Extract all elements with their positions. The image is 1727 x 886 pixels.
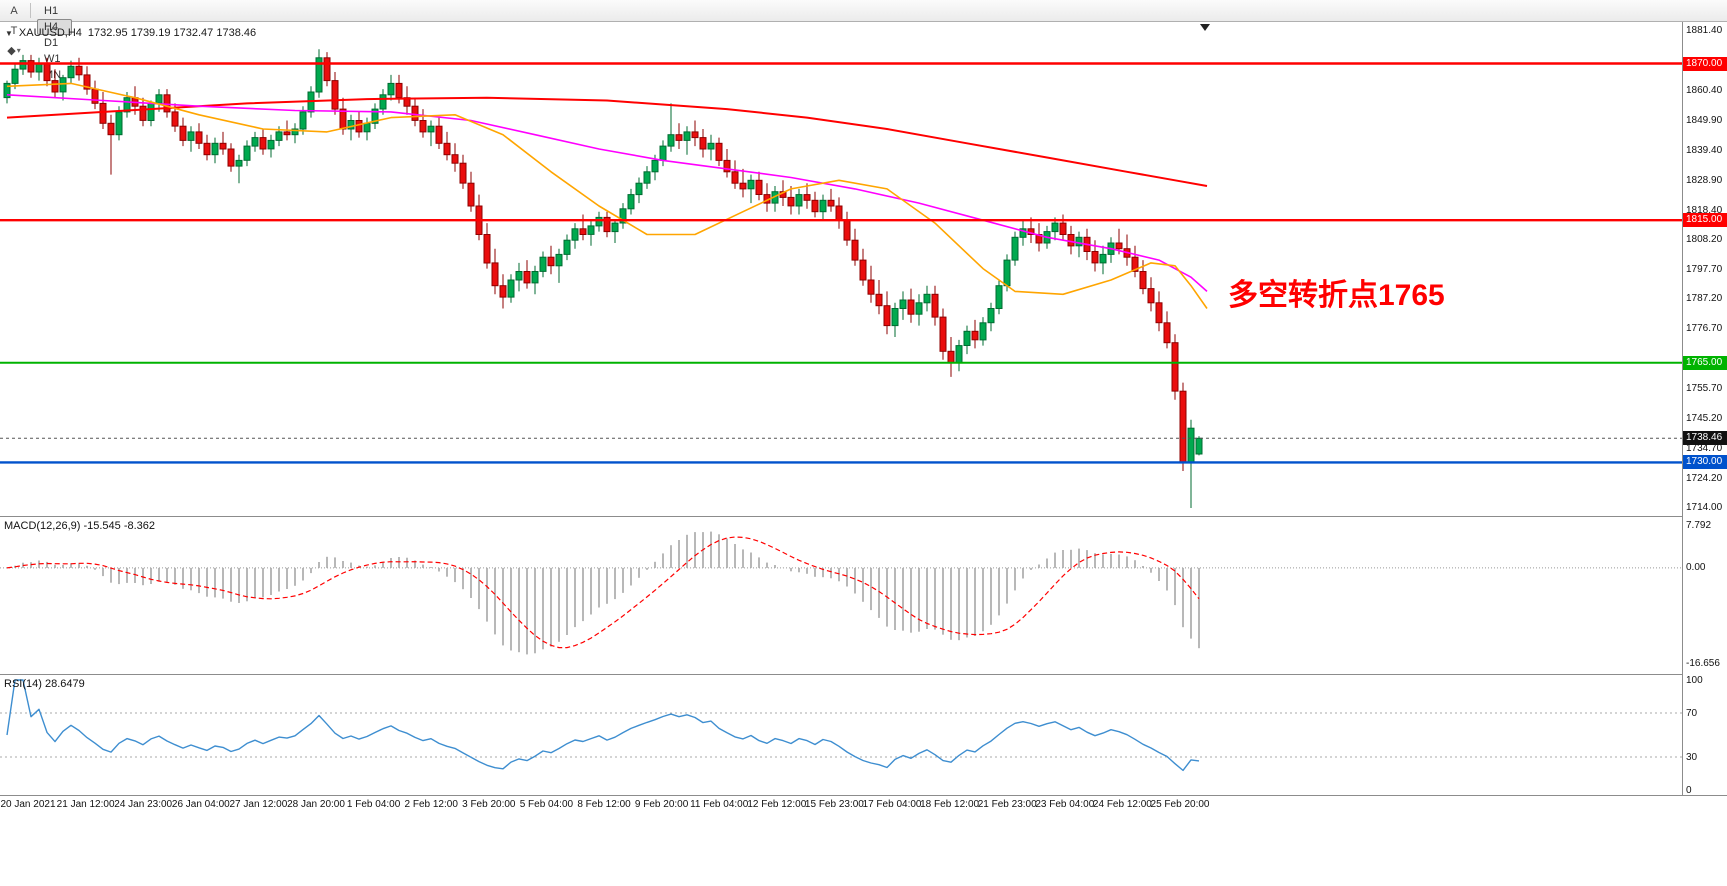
time-label: 5 Feb 04:00 (519, 799, 574, 810)
timeframe-button-w1[interactable]: W1 (44, 52, 61, 65)
time-label: 21 Feb 23:00 (977, 799, 1037, 810)
price-tick: 1776.70 (1686, 323, 1723, 335)
price-tick: 1818.40 (1686, 204, 1723, 216)
price-tick: 1881.40 (1686, 25, 1723, 36)
time-label: 28 Jan 20:00 (287, 799, 345, 810)
price-tick: 1808.20 (1686, 233, 1723, 245)
chevron-down-icon: ▾ (16, 46, 21, 55)
rsi-tick-0: 0 (1686, 785, 1692, 796)
time-label: 20 Jan 2021 (0, 799, 56, 810)
last-price-badge: 1738.46 (1683, 431, 1727, 446)
symbol-title: XAUUSD,H4 (18, 27, 82, 39)
rsi-line (6, 679, 1200, 772)
timeframe-button-h4[interactable]: H4 (37, 18, 73, 35)
macd-max-tick: 7.792 (1686, 520, 1712, 531)
time-label: 21 Jan 12:00 (56, 799, 115, 810)
rsi-timeaxis-divider (0, 795, 1727, 796)
time-label: 3 Feb 20:00 (462, 799, 516, 810)
time-label: 1 Feb 04:00 (346, 799, 401, 810)
ma-fast-orange-line (6, 82, 1208, 309)
macd-label: MACD(12,26,9) -15.545 -8.362 (4, 520, 156, 532)
symbol-label: ▼ XAUUSD,H4 1732.95 1739.19 1732.47 1738… (5, 27, 256, 39)
price-tick: 1724.20 (1686, 472, 1723, 484)
macd-rsi-divider[interactable] (0, 674, 1727, 675)
price-badge-1765.00: 1765.00 (1683, 355, 1727, 370)
rsi-label: RSI(14) 28.6479 (4, 678, 85, 690)
time-label: 12 Feb 12:00 (747, 799, 807, 810)
macd-signal-line (6, 536, 1200, 649)
timeframe-button-h1[interactable]: H1 (44, 4, 59, 17)
time-label: 8 Feb 12:00 (577, 799, 631, 810)
price-tick: 1755.70 (1686, 383, 1723, 395)
macd-zero-tick: 0.00 (1686, 561, 1706, 573)
macd-min-tick: -16.656 (1686, 658, 1720, 669)
macd-histogram (14, 531, 1200, 655)
chart-shift-marker[interactable] (1200, 24, 1210, 31)
main-chart-canvas[interactable] (0, 22, 1682, 516)
time-label: 25 Feb 20:00 (1150, 799, 1210, 810)
price-axis[interactable]: 1881.40 1860.40 1849.90 1839.40 1828.90 1818.… (1683, 22, 1727, 796)
ma-mid-magenta-line (6, 94, 1208, 292)
ma-slow-red-line (6, 96, 1208, 187)
macd-panel-canvas[interactable] (0, 517, 1682, 674)
symbol-dropdown-icon[interactable]: ▼ (5, 28, 13, 38)
text-tool-button[interactable]: A (4, 1, 24, 21)
price-tick: 1714.00 (1686, 502, 1723, 513)
time-label: 17 Feb 04:00 (862, 799, 922, 810)
main-macd-divider[interactable] (0, 516, 1727, 517)
price-axis-border (1682, 22, 1683, 795)
price-tick: 1734.70 (1686, 443, 1723, 454)
candlesticks (3, 49, 1203, 508)
price-badge-1815.00: 1815.00 (1683, 213, 1727, 228)
price-tick: 1828.90 (1686, 174, 1723, 186)
price-badge-1870.00: 1870.00 (1683, 56, 1727, 71)
price-tick: 1787.20 (1686, 293, 1723, 305)
price-tick: 1797.70 (1686, 263, 1723, 275)
price-tick: 1745.20 (1686, 413, 1723, 425)
text-icon: A (10, 4, 18, 17)
toolbar: ⋮+AT◆▾ M1M5M15M30H1H4D1W1MN (0, 0, 1727, 81)
rsi-tick-70: 70 (1686, 708, 1698, 719)
time-label: 11 Feb 04:00 (690, 799, 749, 810)
price-tick: 1849.90 (1686, 114, 1723, 126)
time-label: 24 Feb 12:00 (1092, 799, 1152, 810)
time-axis[interactable]: 20 Jan 2021 21 Jan 12:00 24 Jan 23:00 26 Ja… (0, 796, 1727, 818)
price-tick: 1860.40 (1686, 84, 1723, 96)
ohlc-values: 1732.95 1739.19 1732.47 1738.46 (87, 27, 257, 39)
toolbar-separator (30, 3, 31, 18)
chart-annotation[interactable]: 多空转折点1765 (1228, 279, 1445, 312)
time-label: 15 Feb 23:00 (804, 799, 864, 810)
time-label: 9 Feb 20:00 (634, 799, 689, 810)
rsi-tick-100: 100 (1686, 675, 1703, 686)
time-label: 27 Jan 12:00 (229, 799, 288, 810)
timeframe-button-m30[interactable]: M30 (37, 0, 72, 3)
price-badge-1730.00: 1730.00 (1683, 455, 1727, 470)
timeframe-button-d1[interactable]: D1 (44, 36, 59, 49)
time-label: 23 Feb 04:00 (1035, 799, 1095, 810)
price-tick: 1839.40 (1686, 144, 1723, 156)
time-label: 26 Jan 04:00 (171, 799, 230, 810)
rsi-panel-canvas[interactable] (0, 675, 1682, 795)
rsi-tick-30: 30 (1686, 752, 1698, 763)
time-label: 24 Jan 23:00 (114, 799, 173, 810)
time-label: 18 Feb 12:00 (920, 799, 980, 810)
time-label: 2 Feb 12:00 (404, 799, 458, 810)
